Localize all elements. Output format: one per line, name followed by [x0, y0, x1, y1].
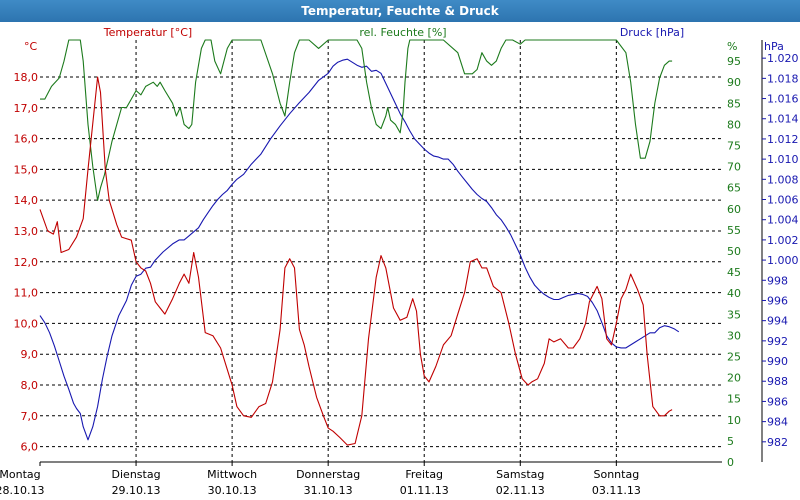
- pressure-unit: hPa: [764, 40, 784, 53]
- humidity-tick-label: 0: [727, 456, 734, 469]
- humidity-tick-label: 15: [727, 393, 741, 406]
- humidity-tick-label: 5: [727, 435, 734, 448]
- temperature-unit: °C: [24, 40, 38, 53]
- humidity-tick-label: 40: [727, 287, 741, 300]
- window-title: Temperatur, Feuchte & Druck: [0, 0, 800, 22]
- pressure-tick-label: 1.010: [767, 153, 799, 166]
- x-tick-date: 01.11.13: [400, 484, 449, 497]
- temperature-tick-label: 8,0: [21, 379, 39, 392]
- pressure-tick-label: 998: [767, 274, 788, 287]
- pressure-tick-label: 1.000: [767, 254, 799, 267]
- temperature-tick-label: 9,0: [21, 348, 39, 361]
- pressure-tick-label: 1.004: [767, 214, 799, 227]
- x-tick-date: 30.10.13: [208, 484, 257, 497]
- x-tick-day: Montag: [0, 468, 41, 481]
- pressure-tick-label: 990: [767, 355, 788, 368]
- x-tick-date: 29.10.13: [112, 484, 161, 497]
- series: [39, 39, 680, 446]
- pressure-line: [39, 58, 680, 441]
- temperature-tick-label: 11,0: [14, 287, 39, 300]
- temperature-tick-label: 15,0: [14, 163, 39, 176]
- humidity-tick-label: 65: [727, 182, 741, 195]
- pressure-tick-label: 984: [767, 416, 788, 429]
- temperature-tick-label: 14,0: [14, 194, 39, 207]
- temperature-tick-label: 17,0: [14, 102, 39, 115]
- pressure-axis-title: Druck [hPa]: [620, 26, 684, 39]
- pressure-tick-label: 994: [767, 315, 788, 328]
- humidity-tick-label: 85: [727, 97, 741, 110]
- humidity-tick-label: 45: [727, 266, 741, 279]
- x-tick-day: Sonntag: [593, 468, 639, 481]
- temperature-tick-label: 13,0: [14, 225, 39, 238]
- temperature-tick-label: 6,0: [21, 441, 39, 454]
- grid: [40, 40, 722, 462]
- x-tick-day: Freitag: [405, 468, 443, 481]
- x-tick-date: 02.11.13: [496, 484, 545, 497]
- temperature-tick-label: 16,0: [14, 133, 39, 146]
- x-tick-date: 03.11.13: [592, 484, 641, 497]
- x-tick-day: Mittwoch: [207, 468, 257, 481]
- axes: 6,0 7,0 8,0 9,0 10,0 11,0 12,0 13,0 14,0 15,0 16,0…: [0, 52, 799, 497]
- pressure-tick-label: 1.016: [767, 93, 799, 106]
- humidity-tick-label: 10: [727, 414, 741, 427]
- pressure-tick-label: 1.006: [767, 194, 799, 207]
- pressure-tick-label: 1.020: [767, 52, 799, 65]
- temperature-tick-label: 10,0: [14, 317, 39, 330]
- humidity-line: [40, 39, 673, 201]
- x-tick-day: Donnerstag: [296, 468, 360, 481]
- temperature-tick-label: 7,0: [21, 410, 39, 423]
- humidity-tick-label: 80: [727, 118, 741, 131]
- pressure-tick-label: 996: [767, 294, 788, 307]
- humidity-tick-label: 20: [727, 372, 741, 385]
- humidity-axis-title: rel. Feuchte [%]: [359, 26, 446, 39]
- humidity-tick-label: 75: [727, 140, 741, 153]
- pressure-tick-label: 988: [767, 375, 788, 388]
- pressure-tick-label: 1.002: [767, 234, 799, 247]
- pressure-tick-label: 982: [767, 436, 788, 449]
- weather-chart: 6,0 7,0 8,0 9,0 10,0 11,0 12,0 13,0 14,0 15,0 16,0…: [0, 26, 799, 497]
- pressure-tick-label: 1.014: [767, 113, 799, 126]
- pressure-tick-label: 1.018: [767, 72, 799, 85]
- pressure-tick-label: 1.008: [767, 173, 799, 186]
- humidity-tick-label: 90: [727, 76, 741, 89]
- pressure-tick-label: 1.012: [767, 133, 799, 146]
- humidity-tick-label: 70: [727, 161, 741, 174]
- humidity-tick-label: 50: [727, 245, 741, 258]
- x-tick-date: 31.10.13: [304, 484, 353, 497]
- x-tick-day: Samstag: [496, 468, 544, 481]
- temperature-tick-label: 18,0: [14, 71, 39, 84]
- humidity-tick-label: 95: [727, 55, 741, 68]
- humidity-tick-label: 60: [727, 203, 741, 216]
- humidity-tick-label: 30: [727, 329, 741, 342]
- pressure-tick-label: 986: [767, 395, 788, 408]
- temperature-axis-title: Temperatur [°C]: [103, 26, 192, 39]
- humidity-tick-label: 55: [727, 224, 741, 237]
- x-tick-day: Dienstag: [112, 468, 161, 481]
- humidity-tick-label: 35: [727, 308, 741, 321]
- temperature-line: [39, 76, 673, 446]
- humidity-unit: %: [727, 40, 737, 53]
- x-tick-date: 28.10.13: [0, 484, 44, 497]
- pressure-tick-label: 992: [767, 335, 788, 348]
- temperature-tick-label: 12,0: [14, 256, 39, 269]
- humidity-tick-label: 25: [727, 351, 741, 364]
